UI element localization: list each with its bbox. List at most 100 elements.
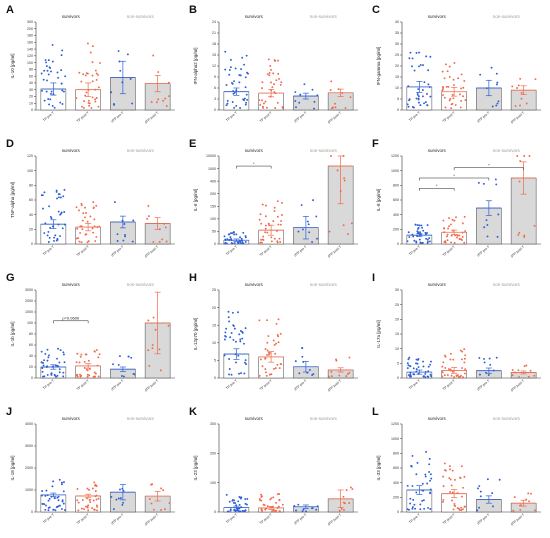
group-label-survivors: survivors	[245, 148, 264, 153]
data-point	[227, 316, 230, 319]
data-point	[419, 508, 422, 511]
data-point	[428, 237, 431, 240]
data-point	[456, 507, 459, 510]
group-label-non-survivors: non-survivors	[493, 148, 521, 153]
data-point	[518, 180, 521, 183]
data-point	[42, 78, 45, 81]
y-axis-label: IL-12p70 [pg/ml]	[193, 318, 198, 351]
data-point	[425, 450, 428, 453]
x-tick-label: dTP pre-T	[476, 379, 490, 392]
data-point	[122, 501, 124, 504]
data-point	[429, 95, 432, 98]
data-point	[348, 356, 351, 359]
data-point	[447, 227, 450, 230]
data-point	[413, 69, 416, 72]
data-point	[241, 56, 244, 59]
data-point	[271, 86, 274, 89]
data-point	[452, 78, 455, 81]
data-point	[95, 348, 98, 351]
data-point	[228, 358, 231, 360]
data-point	[47, 509, 50, 512]
x-tick-label: TP post-T	[259, 111, 273, 124]
data-point	[43, 232, 46, 235]
data-point	[270, 373, 273, 376]
data-point	[454, 104, 457, 106]
x-tick-label: dTP post-T	[327, 513, 342, 527]
data-point	[117, 363, 120, 366]
data-point	[43, 375, 46, 378]
data-point	[477, 181, 480, 184]
y-tick-label: 60	[29, 74, 33, 78]
data-point	[239, 340, 242, 343]
x-tick-label: TP pre-T	[42, 379, 55, 391]
data-point	[50, 70, 52, 73]
data-point	[167, 81, 170, 84]
y-tick-label: 600	[393, 466, 399, 470]
data-point	[244, 361, 246, 364]
x-tick-label: dTP pre-T	[110, 379, 124, 392]
data-point	[261, 105, 264, 108]
data-point	[49, 215, 52, 218]
data-point	[59, 196, 62, 199]
data-point	[42, 207, 44, 210]
data-point	[229, 508, 232, 511]
data-point	[300, 204, 303, 206]
data-point	[95, 235, 98, 238]
data-point	[246, 71, 249, 74]
data-point	[235, 504, 238, 507]
data-point	[486, 478, 489, 481]
data-point	[342, 155, 345, 157]
data-point	[93, 508, 96, 511]
y-tick-label: 25	[212, 288, 216, 292]
x-tick-label: TP pre-T	[42, 513, 55, 525]
data-point	[523, 234, 526, 237]
data-point	[244, 498, 247, 500]
x-tick-label: TP pre-T	[225, 245, 238, 257]
data-point	[496, 81, 499, 84]
panel-label: K	[189, 406, 197, 418]
data-point	[460, 87, 462, 90]
data-point	[42, 364, 45, 367]
data-point	[419, 503, 422, 506]
y-tick-label: 1000	[391, 169, 399, 173]
data-point	[328, 230, 331, 233]
data-point	[91, 61, 94, 64]
data-point	[155, 101, 158, 104]
data-point	[60, 69, 63, 72]
data-point	[261, 203, 264, 206]
data-point	[458, 234, 461, 237]
data-point	[525, 102, 528, 105]
data-point	[50, 373, 53, 376]
data-point	[479, 73, 482, 76]
data-point	[410, 464, 413, 467]
y-tick-label: 0	[214, 242, 216, 246]
data-point	[489, 363, 492, 366]
data-point	[458, 238, 461, 240]
significance-bracket: p=0.0600	[53, 316, 89, 324]
data-point	[448, 465, 451, 468]
data-point	[85, 212, 88, 214]
data-point	[88, 488, 91, 491]
data-point	[416, 461, 419, 464]
x-tick-label: dTP pre-T	[476, 111, 490, 124]
data-point	[225, 104, 228, 107]
data-point	[229, 236, 232, 239]
data-point	[43, 99, 46, 102]
data-point	[47, 499, 50, 502]
data-point	[303, 83, 306, 86]
y-axis-label: IL-8 [pg/ml]	[376, 189, 381, 212]
data-point	[47, 59, 50, 62]
data-point	[44, 508, 47, 511]
y-tick-label: 2000	[25, 466, 33, 470]
data-point	[47, 230, 50, 233]
data-point	[86, 373, 89, 376]
data-point	[416, 93, 419, 96]
data-point	[265, 374, 268, 377]
y-tick-label: 12	[212, 64, 216, 68]
data-point	[265, 371, 267, 374]
data-point	[271, 510, 274, 513]
data-point	[116, 240, 119, 242]
data-point	[443, 374, 446, 377]
